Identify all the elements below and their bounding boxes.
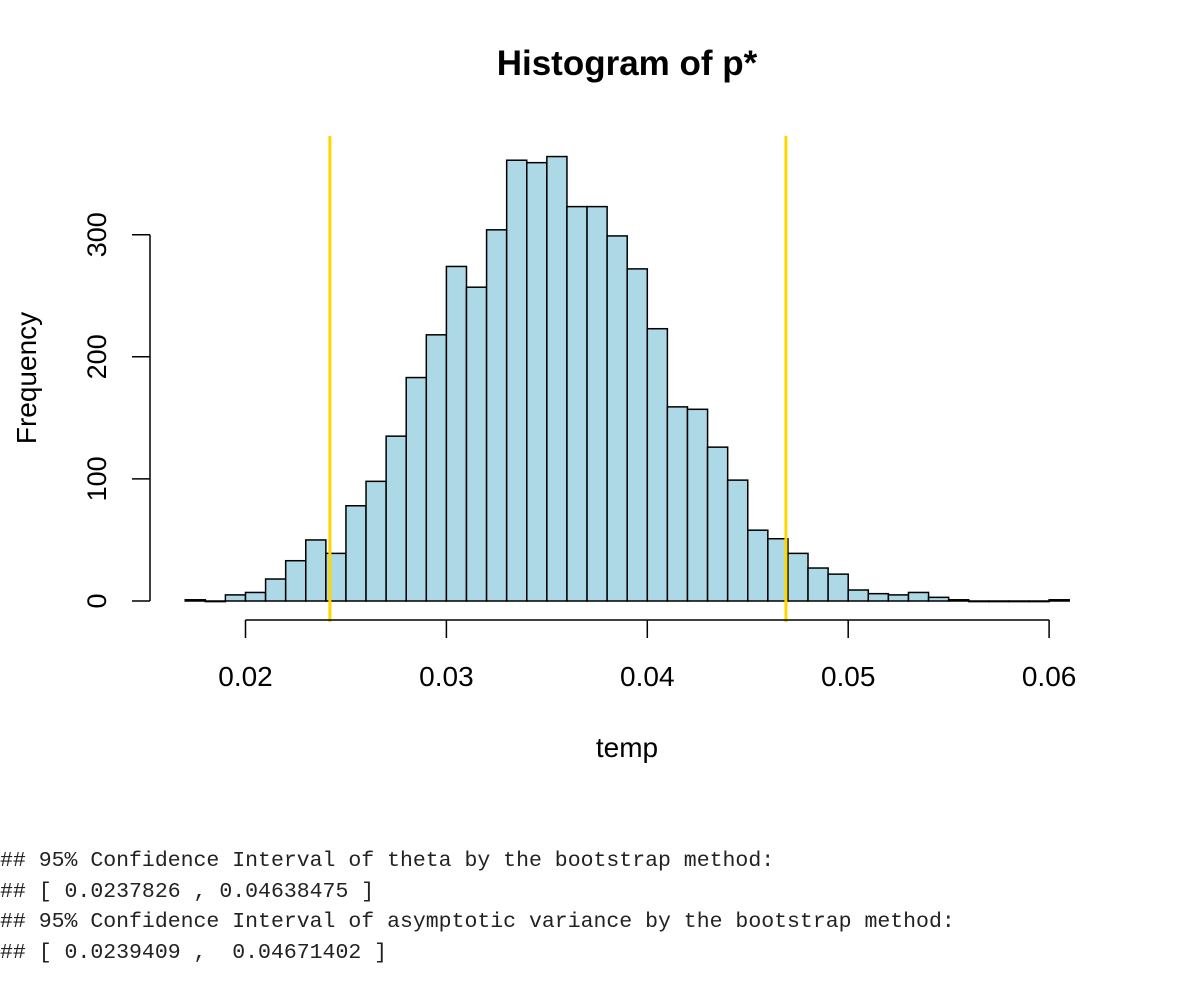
histogram-bar — [546, 155, 568, 602]
histogram-bar — [827, 573, 849, 602]
histogram-bar — [586, 205, 608, 602]
histogram-bar — [566, 205, 588, 602]
console-line: ## 95% Confidence Interval of theta by t… — [0, 849, 775, 873]
histogram-bar — [787, 552, 809, 602]
console-line: ## [ 0.0237826 , 0.04638475 ] — [0, 879, 375, 904]
histogram-bar — [264, 578, 287, 602]
histogram-bar — [847, 589, 870, 602]
y-tick-label: 0 — [82, 593, 112, 608]
histogram-bar — [927, 596, 950, 602]
histogram-bar — [646, 327, 669, 602]
histogram-bar — [666, 406, 689, 602]
histogram-bar — [747, 529, 769, 602]
x-tick-label: 0.03 — [419, 661, 474, 692]
histogram-bar — [244, 591, 267, 602]
y-axis: 0 100 200 300 — [82, 212, 151, 609]
y-axis-label: Frequency — [11, 312, 42, 444]
histogram-bar — [465, 286, 488, 602]
histogram-bar — [1048, 599, 1070, 602]
histogram-bar — [947, 599, 970, 602]
chart-title: Histogram of p* — [497, 44, 758, 83]
histogram-bar — [526, 161, 548, 602]
histogram-bar — [425, 334, 448, 602]
console-line: ## 95% Confidence Interval of asymptotic… — [0, 910, 955, 934]
histogram-bar — [485, 229, 508, 602]
histogram-bar — [1008, 600, 1030, 603]
histogram-bar — [505, 159, 528, 602]
x-tick-label: 0.04 — [620, 661, 675, 692]
ci-lines-group — [328, 136, 788, 622]
histogram-bar — [626, 268, 649, 602]
histogram-bar — [867, 592, 890, 602]
console-output: ## 95% Confidence Interval of theta by t… — [0, 846, 955, 968]
histogram-bar — [284, 559, 307, 602]
histogram-bar — [405, 376, 428, 602]
histogram-bar — [907, 591, 930, 602]
y-tick-label: 300 — [82, 212, 112, 257]
histogram-bar — [224, 594, 247, 602]
histogram-bar — [305, 539, 327, 602]
histogram-bar — [726, 479, 749, 602]
y-tick-label: 100 — [82, 456, 112, 501]
histogram-bar — [1028, 600, 1050, 603]
histogram-bar — [184, 599, 207, 602]
histogram-bar — [445, 265, 468, 602]
histogram-bar — [365, 480, 387, 602]
bars-group — [184, 155, 1070, 603]
histogram-bar — [706, 446, 729, 602]
histogram-bar — [807, 567, 829, 602]
histogram-bar — [204, 600, 227, 603]
x-tick-label: 0.06 — [1022, 661, 1077, 692]
histogram-bar — [988, 600, 1010, 603]
histogram-bar — [606, 235, 628, 602]
y-tick-label: 200 — [82, 334, 112, 379]
histogram-bar — [967, 600, 990, 603]
console-line: ## [ 0.0239409 , 0.04671402 ] — [0, 940, 388, 965]
x-axis-label: temp — [596, 732, 658, 763]
x-tick-label: 0.05 — [821, 661, 876, 692]
x-tick-label: 0.02 — [218, 661, 273, 692]
x-axis: 0.02 0.03 0.04 0.05 0.06 — [218, 619, 1077, 692]
histogram-bar — [686, 408, 709, 602]
histogram-bar — [887, 594, 910, 602]
histogram-bar — [385, 435, 407, 602]
histogram-bar — [345, 505, 367, 602]
